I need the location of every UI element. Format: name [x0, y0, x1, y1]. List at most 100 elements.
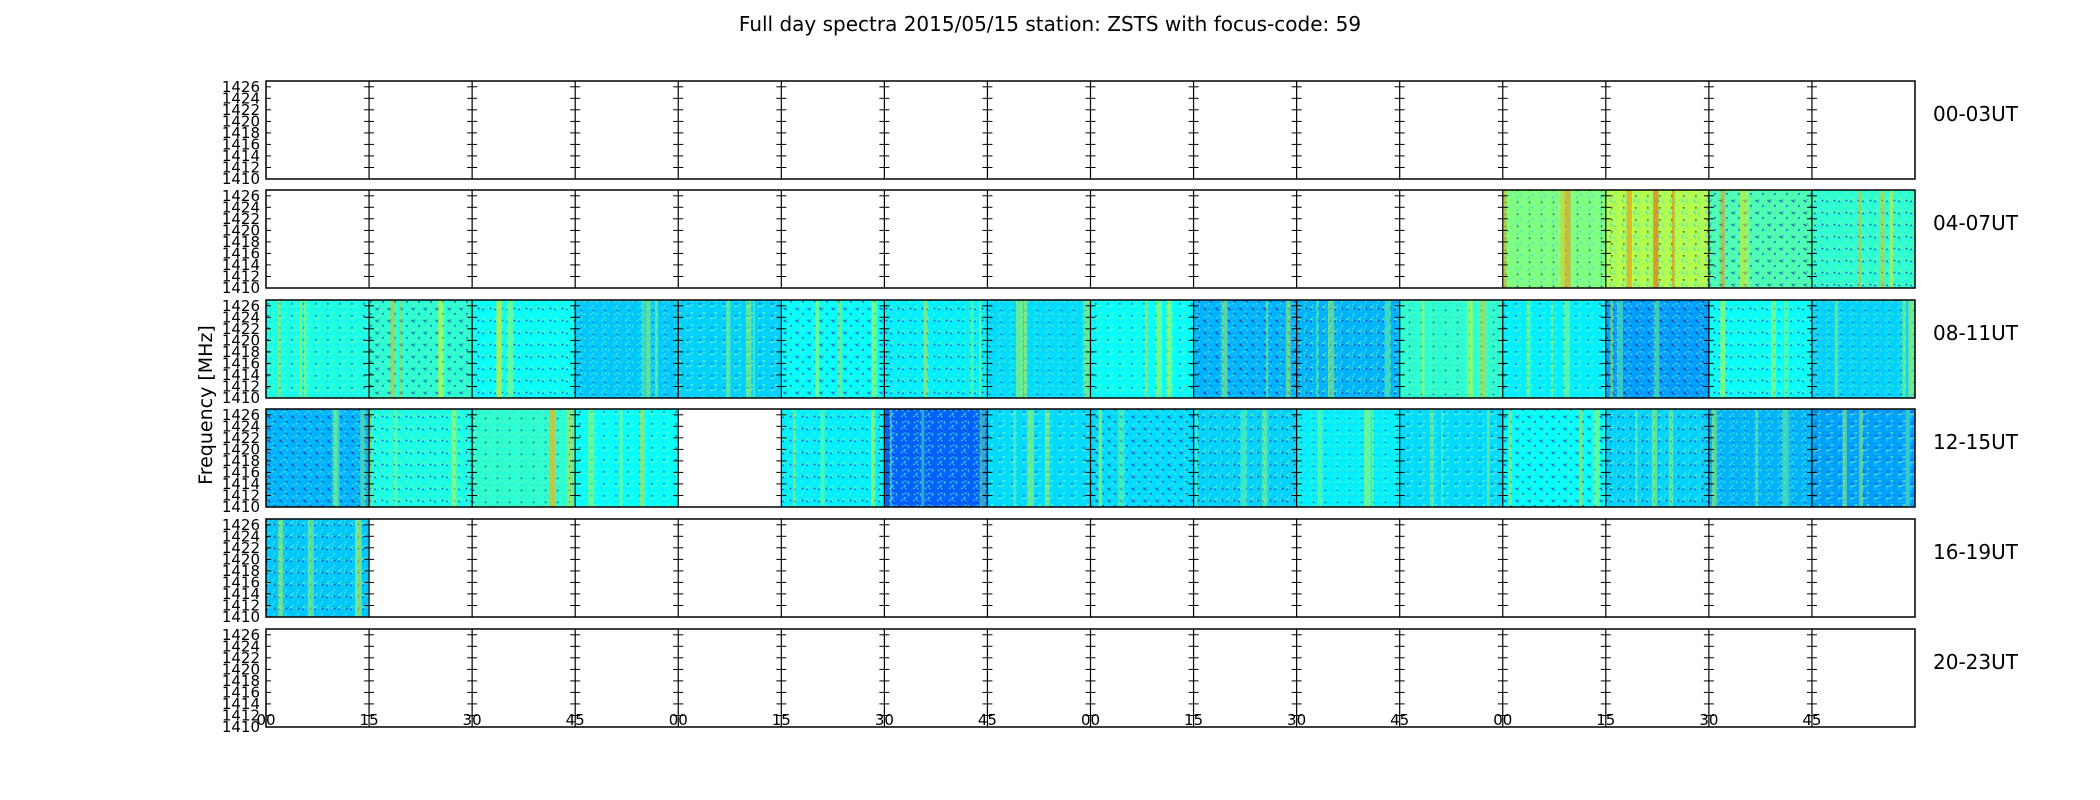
x-tick-label: 45: [1390, 711, 1409, 729]
spectrogram-texture: [884, 300, 988, 398]
y-tick-label: 1418: [222, 672, 260, 690]
spectrogram-band: [1858, 190, 1862, 288]
x-tick-label: 45: [566, 711, 585, 729]
spectrogram-band: [1908, 300, 1915, 398]
spectrogram-band: [838, 300, 843, 398]
y-tick-label: 1418: [222, 233, 260, 251]
spectrogram-band: [1720, 190, 1726, 288]
spectrogram-band: [334, 409, 340, 507]
spectrogram-band: [1480, 300, 1487, 398]
spectrogram-band: [1221, 300, 1228, 398]
spectrogram-band: [1364, 409, 1371, 507]
y-tick-label: 1418: [222, 343, 260, 361]
spectrogram-band: [369, 409, 372, 507]
y-tick-label: 1412: [222, 707, 260, 725]
y-tick-label: 1426: [222, 297, 260, 315]
spectrogram-band: [1027, 409, 1034, 507]
y-tick-label: 1414: [222, 147, 260, 165]
x-tick-label: 30: [463, 711, 482, 729]
spectrogram-band: [1016, 300, 1023, 398]
y-tick-label: 1416: [222, 135, 260, 153]
y-tick-label: 1420: [222, 440, 260, 458]
spectrogram-band: [1617, 300, 1623, 398]
spectrogram-texture: [1399, 409, 1503, 507]
y-tick-label: 1412: [222, 159, 260, 177]
spectrogram-band: [620, 409, 623, 507]
spectrogram-texture: [1193, 409, 1297, 507]
spectrogram-texture: [1090, 409, 1194, 507]
spectrogram-band: [1441, 409, 1444, 507]
spectrogram-band: [752, 300, 756, 398]
spectrogram-texture: [1708, 409, 1812, 507]
x-tick-label: 30: [875, 711, 894, 729]
spectrogram-band: [1024, 300, 1027, 398]
spectrogram-texture: [1605, 409, 1709, 507]
spectrogram-band: [1083, 300, 1090, 398]
spectrogram-band: [921, 409, 925, 507]
spectrogram-band: [1262, 409, 1268, 507]
spectrogram-texture: [1296, 409, 1400, 507]
spectrogram-band: [1194, 409, 1198, 507]
y-tick-label: 1412: [222, 268, 260, 286]
y-tick-label: 1426: [222, 516, 260, 534]
spectrogram-band: [1784, 300, 1789, 398]
spectrogram-texture: [1502, 190, 1606, 288]
spectrogram-texture: [266, 519, 370, 617]
spectrogram-band: [278, 519, 284, 617]
spectrogram-texture: [781, 300, 885, 398]
spectrogram-texture: [1502, 300, 1606, 398]
spectrogram-band: [550, 409, 555, 507]
spectrogram-band: [923, 300, 928, 398]
spectrogram-band: [1240, 409, 1248, 507]
spectrogram-band: [1905, 409, 1910, 507]
spectrogram-band: [1711, 409, 1717, 507]
spectrogram-band: [1430, 409, 1434, 507]
spectrogram-band: [394, 409, 397, 507]
spectrogram-band: [1044, 409, 1050, 507]
y-tick-label: 1422: [222, 429, 260, 447]
spectrogram-texture: [1811, 300, 1915, 398]
y-tick-label: 1414: [222, 585, 260, 603]
spectrogram-band: [1285, 300, 1291, 398]
y-tick-label: 1422: [222, 210, 260, 228]
y-tick-label: 1426: [222, 187, 260, 205]
row-label: 00-03UT: [1933, 102, 2019, 126]
spectrogram-texture: [1399, 300, 1503, 398]
x-tick-label: 15: [360, 711, 379, 729]
y-tick-label: 1410: [222, 279, 260, 297]
y-tick-label: 1412: [222, 597, 260, 615]
spectrogram-band: [814, 300, 820, 398]
spectrogram-band: [871, 300, 877, 398]
spectrogram-texture: [1296, 300, 1400, 398]
x-tick-label: 00: [669, 711, 688, 729]
spectrogram-band: [1328, 300, 1335, 398]
spectrogram-band: [1421, 300, 1425, 398]
x-tick-label: 15: [1184, 711, 1203, 729]
spectrogram-band: [746, 300, 752, 398]
spectrogram-band: [1782, 409, 1789, 507]
x-tick-label: 15: [772, 711, 791, 729]
y-tick-label: 1420: [222, 550, 260, 568]
spectrogram-band: [307, 519, 314, 617]
spectrogram-band: [1842, 409, 1847, 507]
spectrogram-band: [1371, 409, 1374, 507]
y-tick-label: 1422: [222, 649, 260, 667]
spectrogram-band: [1755, 409, 1759, 507]
y-tick-label: 1424: [222, 198, 260, 216]
spectrogram-texture: [1708, 190, 1812, 288]
spectrogram-band: [1668, 409, 1674, 507]
spectrogram-band: [979, 300, 982, 398]
spectrogram-texture: [266, 300, 370, 398]
spectrogram-band: [1166, 300, 1172, 398]
spectrogram-band: [496, 300, 502, 398]
spectrogram-band: [1593, 409, 1600, 507]
spectrogram-texture: [678, 300, 782, 398]
y-tick-label: 1422: [222, 101, 260, 119]
y-tick-label: 1422: [222, 539, 260, 557]
y-tick-label: 1416: [222, 244, 260, 262]
spectrogram-band: [889, 409, 892, 507]
spectrogram-band: [390, 300, 395, 398]
spectrogram-band: [549, 409, 555, 507]
spectrogram-band: [1098, 409, 1102, 507]
spectrogram-band: [1745, 190, 1749, 288]
